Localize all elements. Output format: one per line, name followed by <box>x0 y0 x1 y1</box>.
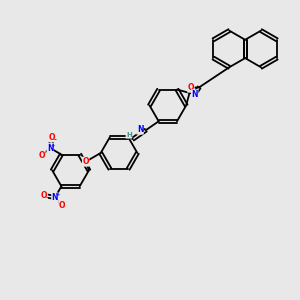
Text: O: O <box>188 83 194 92</box>
Text: N: N <box>191 90 198 99</box>
Text: N: N <box>137 125 143 134</box>
Text: -: - <box>46 195 49 201</box>
Text: O: O <box>49 133 56 142</box>
Text: N: N <box>52 193 58 202</box>
Text: -: - <box>54 137 56 143</box>
Text: O: O <box>41 191 47 200</box>
Text: +: + <box>55 193 60 197</box>
Text: H: H <box>126 132 132 138</box>
Text: O: O <box>82 157 89 166</box>
Text: O: O <box>59 201 65 210</box>
Text: N: N <box>47 144 53 153</box>
Text: O: O <box>39 151 45 160</box>
Text: +: + <box>50 143 55 148</box>
